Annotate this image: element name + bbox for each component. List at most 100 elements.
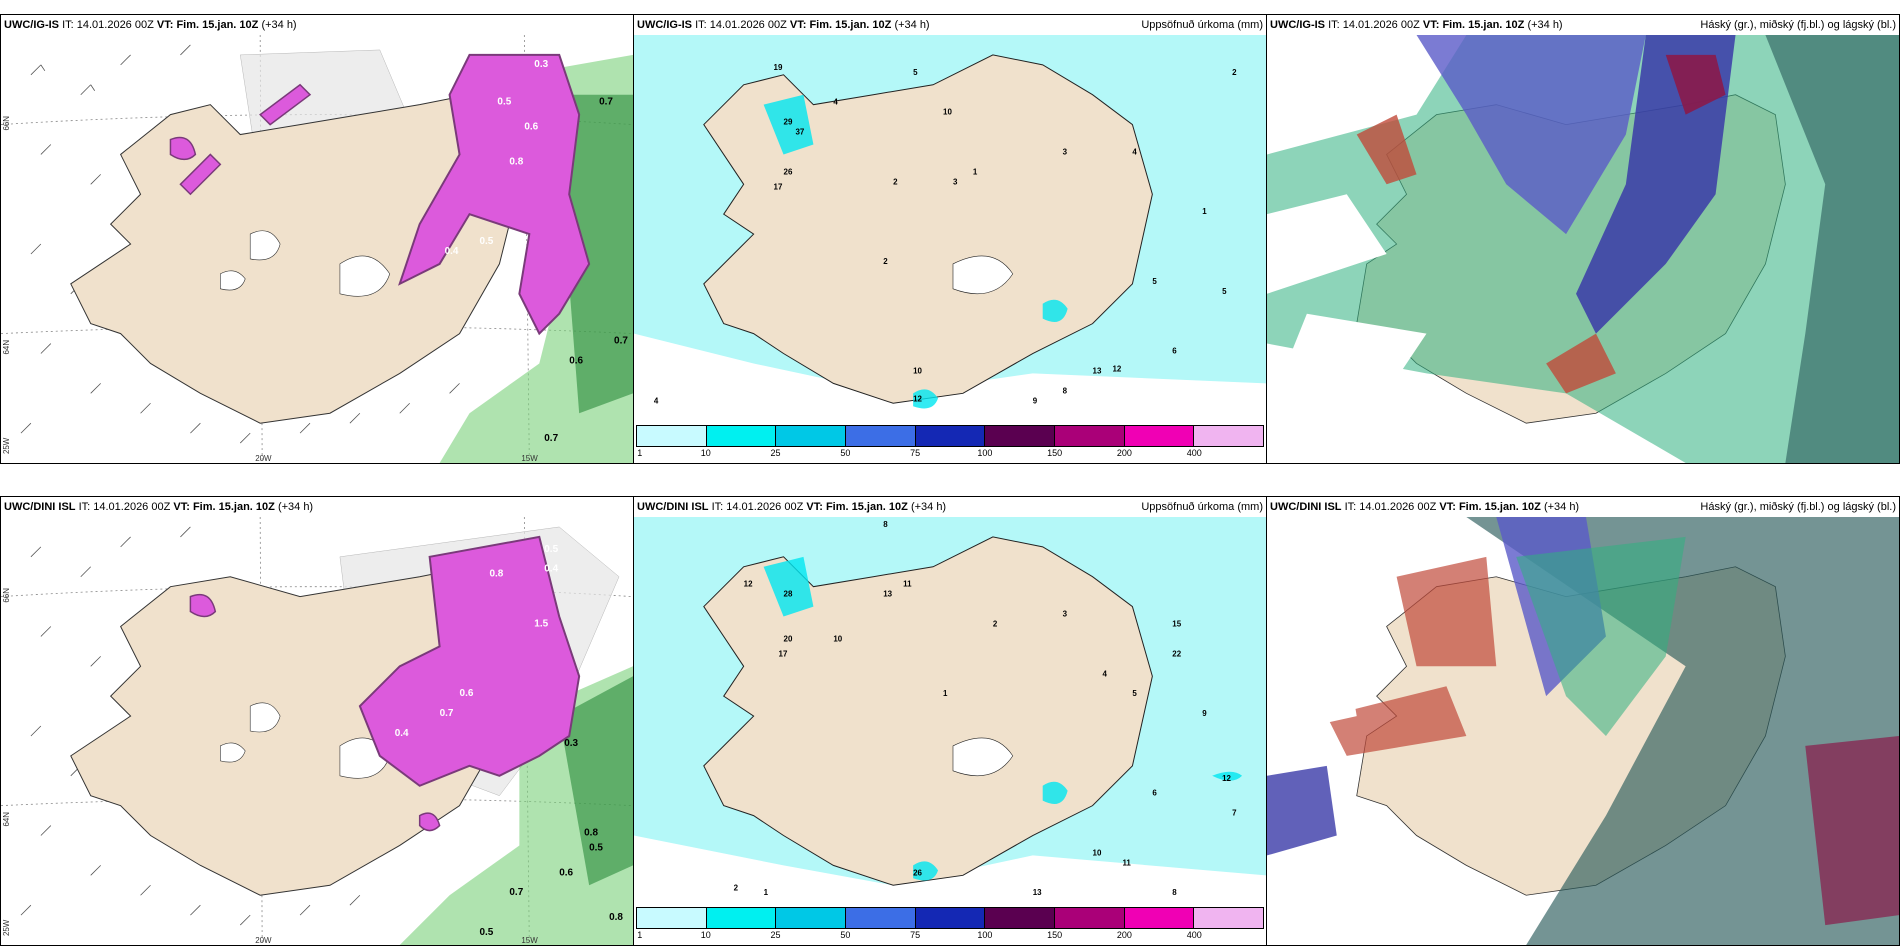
svg-text:20W: 20W <box>255 936 272 945</box>
svg-text:0.3: 0.3 <box>534 59 548 70</box>
map-area <box>1267 35 1899 463</box>
svg-text:2: 2 <box>893 177 898 186</box>
svg-text:8: 8 <box>883 520 888 529</box>
panel-header: UWC/DINI ISL IT: 14.01.2026 00Z VT: Fim.… <box>1267 497 1899 517</box>
iceland-land <box>70 94 520 424</box>
panel-header: UWC/IG-IS IT: 14.01.2026 00Z VT: Fim. 15… <box>1267 15 1899 35</box>
svg-text:13: 13 <box>1093 366 1102 375</box>
svg-text:6: 6 <box>1152 789 1157 798</box>
svg-text:22: 22 <box>1172 649 1181 658</box>
map-area: 19 29 37 26 17 2 3 4 5 10 1 2 3 4 5 6 8 … <box>634 35 1266 463</box>
colorbar-segment <box>1055 426 1125 446</box>
colorbar-tick-label: 150 <box>1047 930 1063 940</box>
svg-text:9: 9 <box>1033 396 1038 405</box>
colorbar-tick-label: 50 <box>840 930 851 940</box>
panel-igis-cloud-cover: UWC/IG-IS IT: 14.01.2026 00Z VT: Fim. 15… <box>1266 14 1900 464</box>
colorbar-tick-label: 400 <box>1186 930 1202 940</box>
svg-text:25W: 25W <box>2 919 11 936</box>
colorbar-segment <box>985 908 1056 928</box>
svg-text:0.4: 0.4 <box>445 246 459 257</box>
svg-text:6: 6 <box>1172 347 1177 356</box>
colorbar-segment <box>915 426 986 446</box>
colorbar-segment <box>706 426 777 446</box>
svg-text:64N: 64N <box>2 812 11 827</box>
svg-text:5: 5 <box>1152 277 1157 286</box>
svg-text:0.7: 0.7 <box>440 708 454 719</box>
colorbar-segment <box>776 908 847 928</box>
colorbar-tick-label: 400 <box>1186 448 1202 458</box>
svg-text:19: 19 <box>774 63 783 72</box>
colorbar-tick-label: 200 <box>1116 448 1132 458</box>
colorbar-tick-label: 200 <box>1116 930 1132 940</box>
colorbar-tick-label: 75 <box>910 448 921 458</box>
svg-text:0.6: 0.6 <box>460 688 474 699</box>
colorbar-segment <box>985 426 1056 446</box>
colorbar-tick-label: 150 <box>1047 448 1063 458</box>
colorbar-ticks: 1 10 25 50 75 100 150 200 400 <box>636 448 1264 461</box>
panel-igis-precip-type: UWC/IG-IS IT: 14.01.2026 00Z VT: Fim. 15… <box>0 14 634 464</box>
iceland-land <box>703 54 1153 404</box>
colorbar-tick-label: 25 <box>770 930 781 940</box>
svg-text:0.5: 0.5 <box>479 927 493 938</box>
colorbar-segment <box>1124 426 1195 446</box>
colorbar-tick-label: 100 <box>977 930 993 940</box>
svg-text:66N: 66N <box>2 588 11 603</box>
svg-text:0.5: 0.5 <box>589 842 603 853</box>
svg-text:0.8: 0.8 <box>584 828 598 839</box>
panel-dini-accum-precip: UWC/DINI ISL IT: 14.01.2026 00Z VT: Fim.… <box>633 496 1267 946</box>
svg-text:12: 12 <box>744 580 753 589</box>
colorbar-segment <box>1055 908 1125 928</box>
svg-text:0.7: 0.7 <box>509 887 523 898</box>
map-area: 8 12 28 20 17 13 11 10 15 22 12 7 6 5 4 … <box>634 517 1266 945</box>
svg-text:15W: 15W <box>521 454 538 463</box>
svg-text:17: 17 <box>774 182 783 191</box>
colorbar-tick-label: 75 <box>910 930 921 940</box>
colorbar-tick-label: 10 <box>700 930 711 940</box>
colorbar-segment <box>915 908 986 928</box>
svg-text:2: 2 <box>883 257 888 266</box>
svg-text:4: 4 <box>833 98 838 107</box>
svg-text:0.5: 0.5 <box>479 236 493 247</box>
svg-text:0.6: 0.6 <box>559 867 573 878</box>
svg-text:9: 9 <box>1202 709 1207 718</box>
svg-text:8: 8 <box>1063 386 1068 395</box>
svg-text:10: 10 <box>833 634 842 643</box>
panel-igis-accum-precip: UWC/IG-IS IT: 14.01.2026 00Z VT: Fim. 15… <box>633 14 1267 464</box>
panel-dini-precip-type: UWC/DINI ISL IT: 14.01.2026 00Z VT: Fim.… <box>0 496 634 946</box>
svg-text:2: 2 <box>734 883 739 892</box>
panel-title: Uppsöfnuð úrkoma (mm) <box>1141 501 1263 513</box>
svg-text:0.7: 0.7 <box>614 336 628 347</box>
precip-colorbar <box>636 425 1264 447</box>
colorbar-tick-label: 50 <box>840 448 851 458</box>
svg-text:0.6: 0.6 <box>524 122 538 133</box>
svg-text:13: 13 <box>883 590 892 599</box>
svg-text:7: 7 <box>1232 809 1237 818</box>
panel-header: UWC/DINI ISL IT: 14.01.2026 00Z VT: Fim.… <box>634 497 1266 517</box>
svg-text:4: 4 <box>654 396 659 405</box>
svg-text:8: 8 <box>1172 888 1177 897</box>
colorbar-segment <box>706 908 777 928</box>
svg-text:3: 3 <box>1063 147 1068 156</box>
svg-text:0.7: 0.7 <box>599 97 613 108</box>
svg-text:0.4: 0.4 <box>395 728 409 739</box>
svg-text:17: 17 <box>779 649 788 658</box>
panel-header: UWC/DINI ISL IT: 14.01.2026 00Z VT: Fim.… <box>1 497 633 517</box>
svg-text:2: 2 <box>1232 68 1237 77</box>
svg-text:15: 15 <box>1172 619 1181 628</box>
svg-text:4: 4 <box>1132 147 1137 156</box>
svg-text:12: 12 <box>1112 364 1121 373</box>
svg-text:5: 5 <box>1132 689 1137 698</box>
iceland-land <box>703 536 1153 886</box>
svg-text:29: 29 <box>784 118 793 127</box>
svg-text:12: 12 <box>913 394 922 403</box>
colorbar-segment <box>776 426 847 446</box>
svg-text:26: 26 <box>784 167 793 176</box>
svg-text:15W: 15W <box>521 936 538 945</box>
panel-header: UWC/IG-IS IT: 14.01.2026 00Z VT: Fim. 15… <box>1 15 633 35</box>
colorbar-segment <box>637 908 707 928</box>
svg-text:3: 3 <box>1063 610 1068 619</box>
colorbar-tick-label: 100 <box>977 448 993 458</box>
colorbar-tick-label: 10 <box>700 448 711 458</box>
panel-title: Uppsöfnuð úrkoma (mm) <box>1141 19 1263 31</box>
svg-text:0.8: 0.8 <box>509 156 523 167</box>
